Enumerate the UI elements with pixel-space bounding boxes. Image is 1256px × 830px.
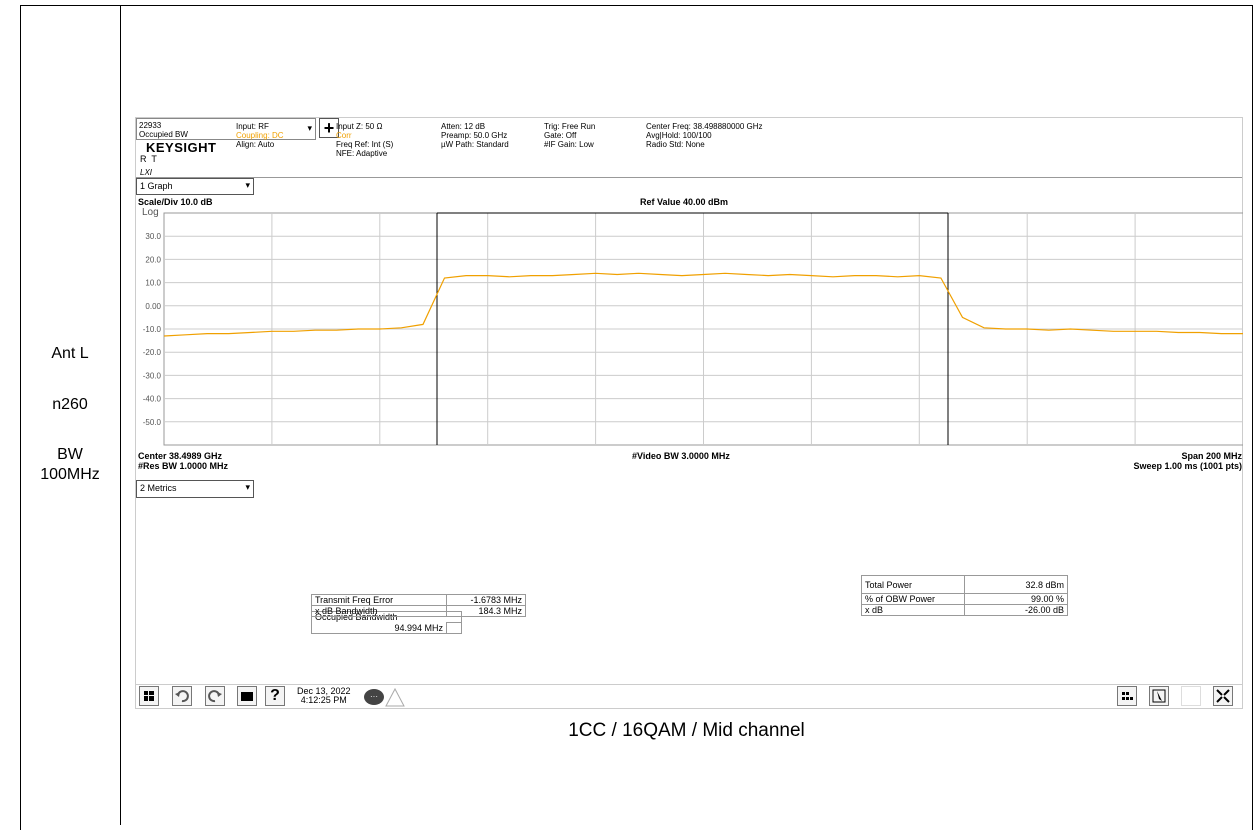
header-field: Atten: 12 dB (441, 122, 486, 131)
redo-icon (208, 690, 222, 703)
touch-button[interactable] (1149, 686, 1169, 706)
y-tick-label: -10.0 (143, 325, 162, 334)
metric-value: -1.6783 MHz (446, 594, 526, 606)
help-button[interactable]: ? (265, 686, 285, 706)
header-bottom-line (136, 177, 1242, 178)
scale-label: Scale/Div 10.0 dB (138, 197, 213, 207)
metric-label: x dB Bandwidth (311, 605, 447, 617)
folder-icon (241, 692, 253, 701)
obw-table: Occupied Bandwidth 94.994 MHz (311, 611, 462, 634)
header-field: #IF Gain: Low (544, 140, 594, 149)
clock: Dec 13, 2022 4:12:25 PM (297, 687, 351, 705)
sweep: Sweep 1.00 ms (1001 pts) (1133, 461, 1242, 471)
trace (163, 272, 1243, 337)
y-tick-label: 20.0 (145, 255, 161, 264)
span: Span 200 MHz (1181, 451, 1242, 461)
ant-label: Ant L (51, 345, 89, 362)
obw-value: 94.994 MHz (311, 622, 447, 634)
header-field: Radio Std: None (646, 140, 705, 149)
time: 4:12:25 PM (300, 695, 347, 705)
measurement-number: 22933 (139, 121, 162, 130)
metric-label: Transmit Freq Error (311, 594, 447, 606)
header-field: µW Path: Standard (441, 140, 509, 149)
header-field: Avg|Hold: 100/100 (646, 131, 712, 140)
status: R T (140, 154, 157, 164)
res-bw: #Res BW 1.0000 MHz (138, 461, 229, 471)
metric-row: x dB Bandwidth 184.3 MHz (311, 605, 526, 617)
add-button[interactable]: + (319, 118, 339, 138)
header-field: Center Freq: 38.498880000 GHz (646, 122, 763, 131)
metric-label: x dB (861, 604, 965, 616)
metric-row: x dB -26.00 dB (861, 604, 1068, 616)
header-field: Gate: Off (544, 131, 577, 140)
column-divider (120, 5, 121, 825)
logo: KEYSIGHT (146, 140, 217, 155)
measurement-selector[interactable]: 22933 Occupied BW ▾ (136, 118, 316, 140)
band-label: n260 (52, 396, 88, 413)
metric-row: % of OBW Power 99.00 % (861, 593, 1068, 605)
undo-icon (175, 690, 189, 703)
header-field: Preamp: 50.0 GHz (441, 131, 508, 140)
ref-value: Ref Value 40.00 dBm (640, 197, 729, 207)
redo-button[interactable] (205, 686, 225, 706)
header-field: Input: RF (236, 122, 269, 131)
y-tick-label: 30.0 (145, 232, 161, 241)
left-metrics: Transmit Freq Error -1.6783 MHz x dB Bandw… (311, 594, 526, 617)
spectrum-plot: 30.0 20.0 10.0 0.00 -10.0 -20.0 -30.0 -40.0 -50.… (143, 212, 1243, 446)
header-field: Input Z: 50 Ω (336, 122, 383, 131)
metric-row: Transmit Freq Error -1.6783 MHz (311, 594, 526, 606)
layout-icon (1122, 692, 1133, 700)
fullscreen-button[interactable] (1213, 686, 1233, 706)
metric-value: 32.8 dBm (964, 575, 1068, 594)
graph-selector[interactable]: 1 Graph (136, 178, 254, 195)
metric-label: Total Power (861, 575, 965, 594)
y-tick-label: -40.0 (143, 395, 162, 404)
notification-icons[interactable]: ··· (362, 686, 410, 708)
layout-button[interactable] (1117, 686, 1137, 706)
undo-button[interactable] (172, 686, 192, 706)
taskbar-line (136, 684, 1242, 685)
y-tick-label: 0.00 (145, 302, 161, 311)
center-label: Center 38.4989 GHz (138, 451, 223, 461)
dropdown-arrow: ▾ (307, 123, 312, 133)
file-button[interactable] (237, 686, 257, 706)
measurement-name: Occupied BW (139, 130, 188, 139)
metric-row: Total Power 32.8 dBm (861, 575, 1068, 594)
header-field: Coupling: DC (236, 131, 284, 140)
y-tick-label: -50.0 (143, 418, 162, 427)
windows-icon (144, 691, 154, 701)
touch-icon (1152, 689, 1166, 703)
windows-button[interactable] (139, 686, 159, 706)
header-field: NFE: Adaptive (336, 149, 388, 158)
metric-value: -26.00 dB (964, 604, 1068, 616)
fullscreen-icon (1216, 689, 1230, 703)
grid-button[interactable] (1181, 686, 1201, 706)
metric-value: 184.3 MHz (446, 605, 526, 617)
date: Dec 13, 2022 (297, 686, 351, 696)
lxi: LXI (140, 168, 153, 177)
metrics-selector[interactable]: 2 Metrics (136, 480, 254, 498)
header-field: Corr (336, 131, 352, 140)
caption: 1CC / 16QAM / Mid channel (568, 720, 805, 741)
bw-label: BW (57, 446, 83, 463)
metric-value: 99.00 % (964, 593, 1068, 605)
right-metrics: Total Power 32.8 dBm% of OBW Power 99.00 %… (861, 575, 1068, 616)
video-bw: #Video BW 3.0000 MHz (632, 451, 730, 461)
bw-value: 100MHz (40, 466, 100, 483)
header-field: Align: Auto (236, 140, 275, 149)
table-frame (20, 5, 1253, 830)
header-field: Freq Ref: Int (S) (336, 140, 394, 149)
svg-text:···: ··· (370, 692, 378, 701)
scale-type: Log (142, 207, 159, 218)
y-tick-label: -30.0 (143, 371, 162, 380)
y-tick-label: -20.0 (143, 348, 162, 357)
y-tick-label: 10.0 (145, 279, 161, 288)
header-field: Trig: Free Run (544, 122, 596, 131)
metric-label: % of OBW Power (861, 593, 965, 605)
